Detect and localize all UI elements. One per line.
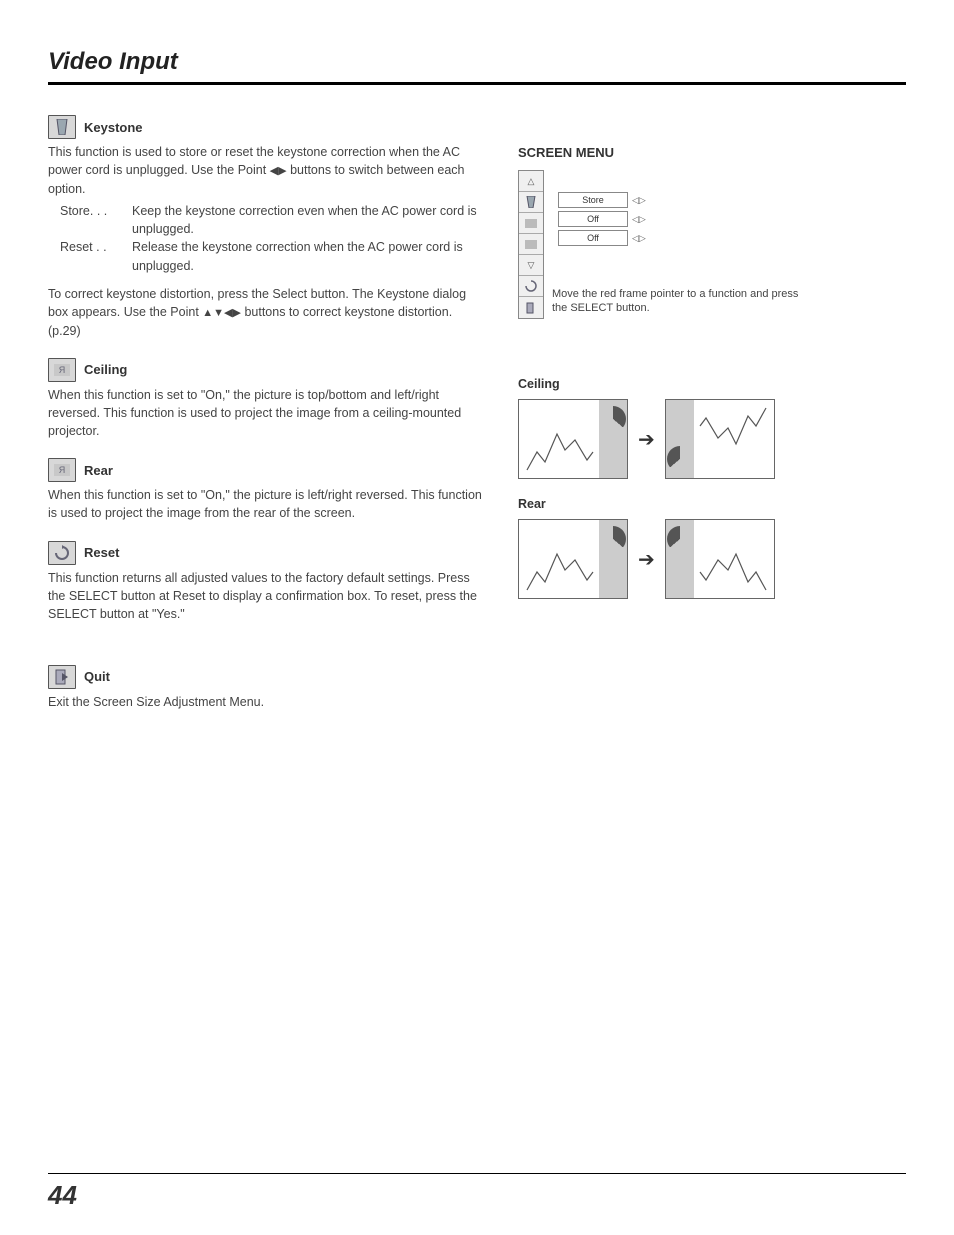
ceiling-after-tile [665,399,775,479]
rear-before-tile [518,519,628,599]
menu-value-boxes: Store ◁▷ Off ◁▷ Off ◁▷ [552,191,812,247]
rear-after-tile [665,519,775,599]
caption-wrap: Move the red frame pointer to a function… [552,287,812,316]
value-row: Off ◁▷ [552,229,812,247]
content-columns: Keystone This function is used to store … [48,115,906,729]
menu-keystone-icon [519,192,543,213]
svg-text:R: R [58,365,65,375]
option-store: Store. . . Keep the keystone correction … [60,202,488,238]
menu-down-icon: ▽ [519,255,543,276]
section-head: Quit [48,665,488,689]
lr-arrows-icon: ◁▷ [632,214,646,225]
ceiling-diagram-title: Ceiling [518,377,878,391]
menu-up-icon: △ [519,171,543,192]
opt-desc: Release the keystone correction when the… [132,238,488,274]
section-quit: Quit Exit the Screen Size Adjustment Men… [48,665,488,711]
value-row: Off ◁▷ [552,210,812,228]
mountain-flipped-icon [698,406,768,456]
value-box: Off [558,230,628,246]
screen-menu-caption: Move the red frame pointer to a function… [552,287,812,316]
arrow-right-icon: ➔ [638,427,655,452]
opt-label: Store. . . [60,202,132,238]
section-title: Rear [84,463,113,478]
right-column: SCREEN MENU △ ▽ [518,115,878,729]
screen-menu-title: SCREEN MENU [518,145,878,160]
menu-ceiling-icon [519,213,543,234]
section-title: Ceiling [84,362,127,377]
ceiling-diagram: ➔ [518,399,878,479]
menu-icon-strip: △ ▽ [518,170,544,319]
ceiling-icon: R [48,358,76,382]
rear-icon: R [48,458,76,482]
ceiling-before-tile [518,399,628,479]
mountain-icon [525,542,595,592]
mountain-icon [525,422,595,472]
reset-icon [48,541,76,565]
svg-text:R: R [58,465,65,475]
menu-values-and-caption: Store ◁▷ Off ◁▷ Off ◁▷ Move the red fram… [552,170,812,316]
left-column: Keystone This function is used to store … [48,115,488,729]
section-body: When this function is set to "On," the p… [48,486,488,522]
screen-menu-figure: △ ▽ [518,170,878,319]
page-number: 44 [48,1180,906,1211]
section-ceiling: R Ceiling When this function is set to "… [48,358,488,440]
section-body: This function returns all adjusted value… [48,569,488,623]
opt-label: Reset . . [60,238,132,274]
point-udlr-arrows-icon: ▲▼◀▶ [202,305,241,319]
section-body: This function is used to store or reset … [48,143,488,340]
section-title: Keystone [84,120,143,135]
section-head: R Rear [48,458,488,482]
section-reset: Reset This function returns all adjusted… [48,541,488,623]
section-keystone: Keystone This function is used to store … [48,115,488,340]
page-footer: 44 [48,1173,906,1211]
rear-diagram-title: Rear [518,497,878,511]
section-body: Exit the Screen Size Adjustment Menu. [48,693,488,711]
lr-arrows-icon: ◁▷ [632,195,646,206]
option-reset: Reset . . Release the keystone correctio… [60,238,488,274]
opt-desc: Keep the keystone correction even when t… [132,202,488,238]
value-row: Store ◁▷ [552,191,812,209]
section-title: Reset [84,545,119,560]
keystone-icon [48,115,76,139]
menu-rear-icon [519,234,543,255]
quit-icon [48,665,76,689]
section-head: R Ceiling [48,358,488,382]
section-head: Keystone [48,115,488,139]
section-body: When this function is set to "On," the p… [48,386,488,440]
mountain-mirrored-icon [698,542,768,592]
value-box: Off [558,211,628,227]
section-title: Quit [84,669,110,684]
lr-arrows-icon: ◁▷ [632,233,646,244]
menu-reset-icon [519,276,543,297]
point-lr-arrows-icon: ◀▶ [270,163,287,177]
section-head: Reset [48,541,488,565]
page-header: Video Input [48,48,906,85]
page-title: Video Input [48,48,906,76]
rear-diagram: ➔ [518,519,878,599]
menu-quit-icon [519,297,543,318]
section-rear: R Rear When this function is set to "On,… [48,458,488,522]
value-box: Store [558,192,628,208]
arrow-right-icon: ➔ [638,547,655,572]
